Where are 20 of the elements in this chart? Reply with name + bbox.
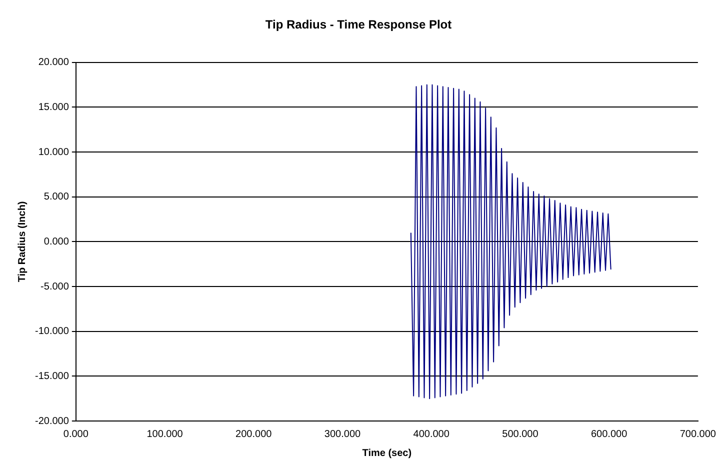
y-tick-label: -20.000 (34, 416, 70, 427)
x-tick-label: 700.000 (680, 428, 716, 440)
chart-title: Tip Radius - Time Response Plot (265, 18, 452, 32)
y-tick-label: -5.000 (40, 281, 70, 292)
x-tick-label: 500.000 (502, 428, 539, 440)
x-tick-label: 200.000 (236, 428, 272, 440)
x-tick-label: 400.000 (413, 428, 450, 440)
y-tick-label: 15.000 (38, 102, 70, 113)
x-axis-title: Time (sec) (362, 448, 412, 459)
y-tick-label: 0.000 (44, 236, 70, 248)
y-tick-label: 5.000 (44, 192, 70, 203)
y-axis-title: Tip Radius (Inch) (16, 201, 28, 282)
y-tick-label: 10.000 (38, 146, 70, 158)
x-tick-label: 600.000 (590, 428, 628, 440)
x-tick-label: 100.000 (146, 428, 184, 440)
x-tick-label: 300.000 (324, 428, 361, 440)
x-tick-label: 0.000 (63, 428, 89, 440)
y-tick-label: 20.000 (38, 57, 70, 68)
y-tick-label: -10.000 (34, 326, 70, 338)
y-tick-label: -15.000 (34, 370, 70, 382)
